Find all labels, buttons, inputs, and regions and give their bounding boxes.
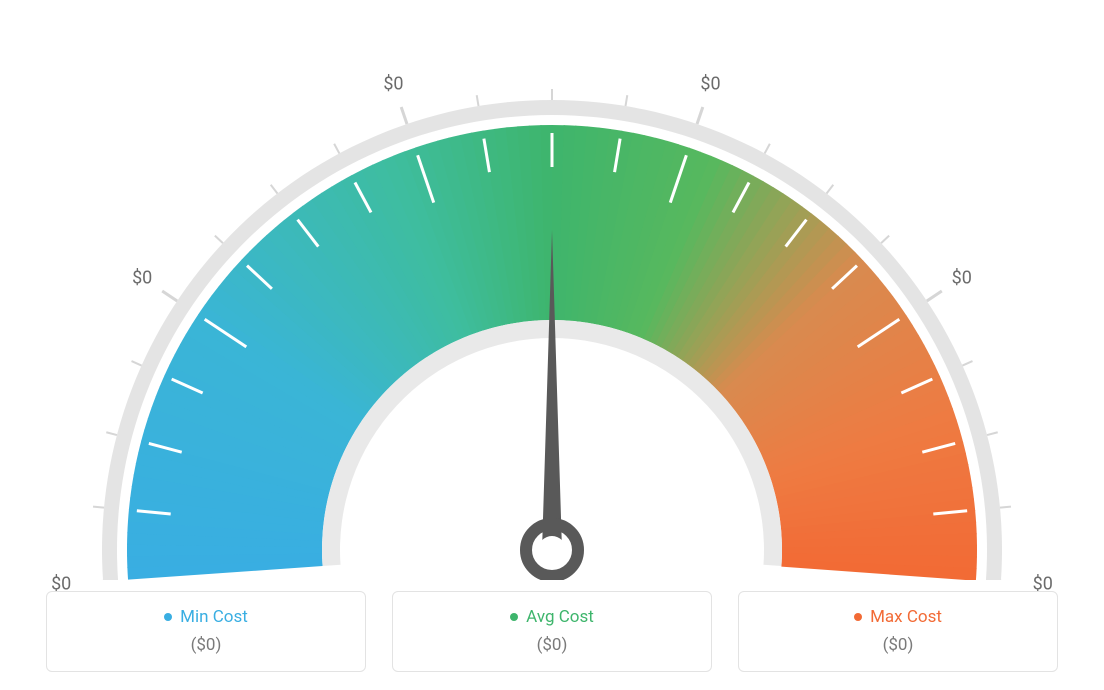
- legend-row: Min Cost ($0) Avg Cost ($0) Max Cost ($0…: [46, 591, 1058, 672]
- legend-label-max: Max Cost: [870, 607, 942, 627]
- legend-title-max: Max Cost: [854, 607, 942, 627]
- gauge-tick-label: $0: [383, 74, 403, 95]
- legend-card-avg: Avg Cost ($0): [392, 591, 712, 672]
- legend-title-min: Min Cost: [164, 607, 248, 627]
- legend-card-max: Max Cost ($0): [738, 591, 1058, 672]
- gauge-svg: [0, 20, 1104, 580]
- gauge-tick-label: $0: [700, 74, 720, 95]
- gauge-chart: $0$0$0$0$0$0: [0, 0, 1104, 560]
- legend-label-avg: Avg Cost: [526, 607, 594, 627]
- legend-value-avg: ($0): [393, 635, 711, 655]
- legend-label-min: Min Cost: [180, 607, 248, 627]
- gauge-tick-label: $0: [952, 267, 972, 288]
- legend-card-min: Min Cost ($0): [46, 591, 366, 672]
- legend-dot-avg: [510, 613, 518, 621]
- legend-title-avg: Avg Cost: [510, 607, 594, 627]
- legend-value-max: ($0): [739, 635, 1057, 655]
- gauge-tick-label: $0: [132, 267, 152, 288]
- legend-value-min: ($0): [47, 635, 365, 655]
- legend-dot-max: [854, 613, 862, 621]
- legend-dot-min: [164, 613, 172, 621]
